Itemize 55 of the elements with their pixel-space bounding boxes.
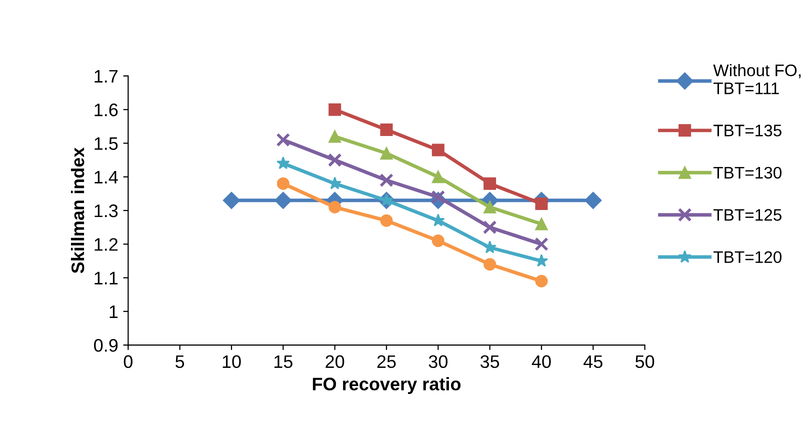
point xyxy=(380,214,393,227)
x-tick-label: 5 xyxy=(176,355,184,368)
point xyxy=(328,200,342,214)
point xyxy=(380,147,393,160)
legend-label: TBT=130 xyxy=(714,166,782,179)
point xyxy=(432,234,444,248)
x-tick-label: 0 xyxy=(124,355,132,368)
y-tick-label: 1.5 xyxy=(94,137,118,150)
y-tick-label: 1.1 xyxy=(94,272,118,284)
point xyxy=(328,153,342,167)
y-tick-label: 1.2 xyxy=(94,238,118,251)
legend-label: TBT=125 xyxy=(714,209,782,221)
x-tick-label: 45 xyxy=(584,355,602,368)
legend-label: TBT=135 xyxy=(714,124,782,136)
point xyxy=(328,130,342,143)
point xyxy=(432,144,444,156)
point xyxy=(432,214,445,226)
y-tick-label: 1.3 xyxy=(94,204,118,218)
x-tick-label: 10 xyxy=(222,355,241,368)
legend-label: TBT=120 xyxy=(714,251,782,264)
point xyxy=(276,132,290,147)
x-tick-label: 30 xyxy=(428,355,448,368)
point xyxy=(484,177,496,190)
point xyxy=(380,124,393,136)
y-tick-label: 1.6 xyxy=(94,104,118,116)
y-tick-label: 1.4 xyxy=(94,170,118,184)
x-axis-title: FO recovery ratio xyxy=(312,377,461,394)
point xyxy=(380,173,394,188)
point xyxy=(534,237,548,252)
x-tick-label: 25 xyxy=(377,355,396,368)
point xyxy=(276,177,290,190)
y-tick-label: 0.9 xyxy=(94,338,118,352)
point xyxy=(482,220,497,234)
point xyxy=(328,103,342,116)
x-tick-label: 50 xyxy=(635,355,654,368)
x-tick-label: 20 xyxy=(326,355,344,368)
point xyxy=(584,192,602,209)
point xyxy=(484,258,496,271)
y-tick-label: 1 xyxy=(110,306,118,318)
point xyxy=(276,156,290,170)
x-tick-label: 40 xyxy=(532,355,551,368)
point xyxy=(535,218,548,230)
point xyxy=(432,170,444,184)
point xyxy=(535,198,548,210)
x-tick-label: 15 xyxy=(274,355,292,368)
y-axis-title: Skillman index xyxy=(70,147,84,274)
point xyxy=(483,240,496,254)
y-tick-label: 1.7 xyxy=(94,70,118,82)
point xyxy=(535,274,548,288)
point xyxy=(274,192,292,209)
point xyxy=(222,192,240,209)
point xyxy=(328,176,342,190)
legend-label: Without FO, TBT=111 xyxy=(713,64,801,94)
point xyxy=(484,200,496,214)
x-tick-label: 35 xyxy=(480,355,500,368)
